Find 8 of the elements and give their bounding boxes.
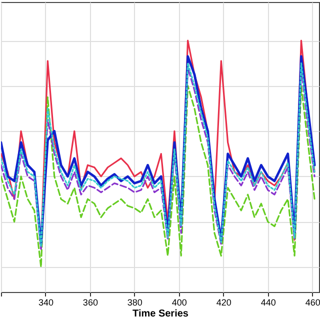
x-tick-label: 460	[305, 298, 320, 308]
x-tick-label: 440	[260, 298, 276, 308]
x-tick-label: 420	[216, 298, 232, 308]
x-tick-label: 340	[38, 298, 54, 308]
x-tick-label: 400	[172, 298, 187, 308]
x-axis-title: Time Series	[132, 308, 189, 320]
x-tick-label: 360	[82, 298, 98, 308]
x-tick-label: 380	[127, 298, 142, 308]
